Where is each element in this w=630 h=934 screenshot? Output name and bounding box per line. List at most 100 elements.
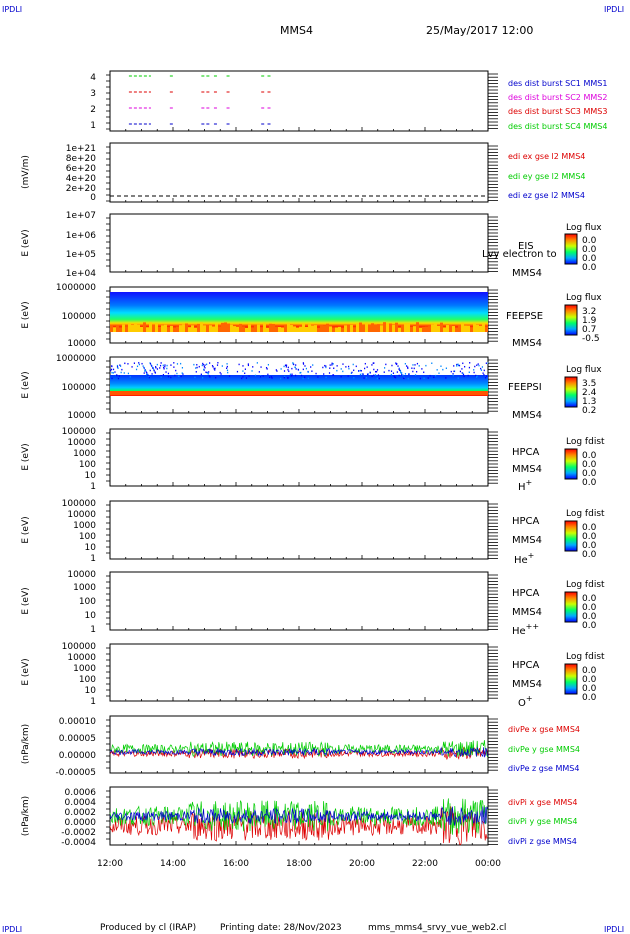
- feepsi-cell: [359, 369, 362, 372]
- feepse-cell: [215, 323, 218, 332]
- feepsi-cell: [328, 372, 331, 374]
- feepse-cell: [242, 326, 245, 332]
- feepse-cell: [197, 323, 200, 332]
- feepse-cell: [479, 325, 482, 332]
- burst-legend-2: des dist burst SC2 MMS2: [508, 93, 607, 102]
- burst-legend-3: des dist burst SC3 MMS3: [508, 107, 607, 116]
- feepsi-cell: [461, 372, 463, 374]
- hpca-h-instrument: HPCA: [512, 447, 540, 458]
- feepse-cell: [332, 327, 335, 332]
- feepsi-cell: [287, 377, 289, 379]
- feepse-cell: [161, 325, 164, 332]
- feepsi-cell: [342, 363, 344, 365]
- feepsi-cell: [111, 365, 113, 368]
- feepse-cell: [113, 327, 116, 332]
- divpe-ytick-0: 0.00010: [59, 717, 96, 727]
- feepsi-cell: [423, 377, 425, 379]
- hpca-he2-cbar-tick-1: 0.0: [582, 603, 597, 613]
- feepsi-cell: [365, 376, 368, 379]
- feepse-cell: [356, 324, 359, 332]
- feepsi-cell: [311, 370, 313, 372]
- feepsi-cell: [204, 366, 206, 369]
- feepse-cell: [164, 324, 167, 332]
- feepsi-cell: [244, 368, 246, 370]
- feepse-cell: [248, 324, 251, 332]
- feepse-cell: [461, 322, 464, 332]
- burst-ytick-2: 2: [90, 105, 96, 115]
- feepsi-cell: [206, 363, 208, 366]
- hpca-he2-cbar-tick-2: 0.0: [582, 612, 597, 622]
- feepse-cell: [239, 323, 242, 332]
- feepsi-cell: [423, 371, 425, 374]
- feepse-cell: [254, 325, 257, 332]
- feepsi-cell: [340, 375, 342, 378]
- feepsi-cell: [117, 377, 120, 380]
- feepsi-cell: [388, 369, 390, 372]
- footer-credit: Produced by cl (IRAP): [100, 923, 196, 933]
- hpca-o-sc: MMS4: [512, 679, 542, 690]
- feepsi-cell: [456, 363, 458, 366]
- feepse-instrument: FEEPSE: [506, 311, 543, 322]
- feepsi-cell: [251, 370, 253, 372]
- feepsi-cell: [242, 376, 244, 378]
- feepsi-cell: [135, 368, 138, 371]
- divpi-ylabel: (nPa/km): [21, 796, 31, 836]
- feepsi-cell: [421, 368, 423, 370]
- feepsi-cell: [364, 367, 366, 370]
- panel-eis: E (eV) 1e+07 1e+06 1e+05 1e+04 EIS Lvy e…: [21, 211, 602, 279]
- feepsi-cell: [462, 372, 464, 375]
- divpe-ytick-1: 0.00005: [59, 734, 96, 744]
- feepsi-cell: [136, 365, 139, 368]
- feepsi-cell: [124, 362, 126, 365]
- feepsi-cell: [404, 362, 406, 365]
- feepsi-cell: [166, 367, 168, 370]
- hpca-h-species: H+: [518, 478, 532, 493]
- feepse-cell: [206, 325, 209, 332]
- feepse-cell: [398, 327, 401, 332]
- feepsi-cell: [481, 366, 484, 368]
- feepsi-cell: [333, 367, 335, 370]
- panel-efield: (mV/m) 1e+21 8e+20 6e+20 4e+20 2e+20 0 e…: [21, 142, 586, 203]
- feepsi-cell: [304, 376, 306, 378]
- feepsi-cell: [469, 362, 471, 364]
- feepsi-cell: [317, 376, 319, 378]
- feepse-cell: [305, 327, 308, 332]
- feepsi-cell: [291, 373, 293, 375]
- feepsi-cell: [151, 373, 153, 375]
- feepsi-cell: [287, 366, 289, 369]
- feepsi-cell: [378, 377, 380, 380]
- feepsi-cell: [397, 365, 399, 367]
- feepsi-cell: [294, 374, 297, 377]
- feepsi-cell: [305, 367, 308, 370]
- feepsi-cell: [259, 375, 262, 378]
- feepsi-cell: [146, 372, 148, 374]
- feepsi-cell: [154, 371, 156, 373]
- feepsi-cell: [453, 365, 455, 367]
- feepsi-cell: [463, 375, 465, 378]
- hpca-he2-colorbar: [564, 591, 578, 623]
- feepsi-cell: [458, 364, 460, 367]
- hpca-o-cbar-tick-0: 0.0: [582, 666, 597, 676]
- burst-frame: [109, 70, 489, 132]
- feepsi-cell: [332, 374, 334, 376]
- feepsi-cell: [153, 369, 155, 372]
- feepse-cell: [362, 325, 365, 332]
- feepsi-cell: [156, 363, 158, 366]
- feepsi-cell: [452, 373, 454, 375]
- feepsi-cell: [201, 364, 203, 367]
- feepsi-cell: [112, 368, 115, 371]
- hpca-o-ytick-2: 1000: [73, 664, 96, 674]
- feepsi-cell: [292, 362, 294, 364]
- time-tick-0: 12:00: [97, 859, 123, 869]
- feepsi-cell: [302, 363, 305, 365]
- time-tick-1: 14:00: [160, 859, 186, 869]
- feepsi-hot-band: [110, 391, 488, 395]
- feepsi-cbar-title: Log flux: [566, 365, 602, 375]
- feepsi-cell: [300, 374, 303, 377]
- feepsi-cell: [376, 370, 378, 373]
- feepsi-cell: [149, 362, 151, 364]
- hpca-h-ytick-5: 1: [90, 482, 96, 492]
- feepsi-cell: [123, 372, 125, 374]
- feepsi-cell: [228, 375, 231, 377]
- feepsi-cell: [414, 374, 417, 376]
